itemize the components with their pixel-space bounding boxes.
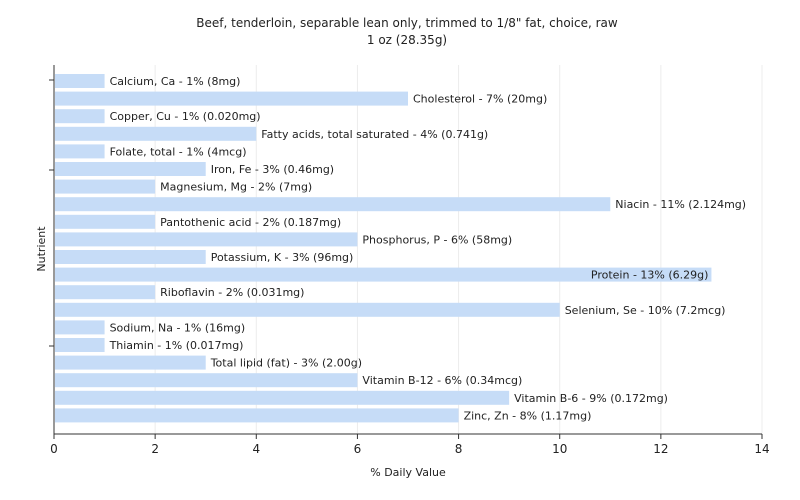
bar: [55, 408, 459, 423]
bar: [55, 162, 206, 176]
axes: [53, 65, 762, 435]
bar: [55, 302, 560, 317]
bar-label: Potassium, K - 3% (96mg): [211, 251, 354, 264]
x-tick-label: 8: [455, 442, 463, 456]
bar: [55, 126, 257, 141]
bar-label: Calcium, Ca - 1% (8mg): [110, 75, 241, 88]
bars: Calcium, Ca - 1% (8mg) Cholesterol - 7% (…: [55, 74, 746, 423]
bar-label: Iron, Fe - 3% (0.46mg): [211, 163, 334, 176]
bar: [55, 214, 156, 229]
bar-label: Folate, total - 1% (4mcg): [110, 145, 247, 158]
bar: [55, 267, 712, 282]
x-tick-label: 6: [354, 442, 362, 456]
chart-subtitle: 1 oz (28.35g): [367, 33, 447, 47]
bar: [55, 320, 105, 335]
y-axis-label: Nutrient: [35, 226, 48, 272]
bar: [55, 373, 358, 388]
bar-label: Riboflavin - 2% (0.031mg): [160, 286, 304, 299]
bar: [55, 91, 408, 106]
bar-label: Thiamin - 1% (0.017mg): [109, 339, 244, 352]
bar: [55, 390, 510, 405]
bar-label: Magnesium, Mg - 2% (7mg): [160, 181, 312, 194]
bar: [55, 355, 206, 370]
bar-label: Fatty acids, total saturated - 4% (0.741…: [261, 128, 488, 141]
bar-label: Total lipid (fat) - 3% (2.00g): [210, 357, 362, 370]
bar: [55, 109, 105, 124]
bar-label: Selenium, Se - 10% (7.2mcg): [565, 304, 726, 317]
bar-label: Sodium, Na - 1% (16mg): [110, 321, 246, 334]
x-tick-label: 10: [552, 442, 567, 456]
bar-label: Pantothenic acid - 2% (0.187mg): [160, 216, 341, 229]
bar: [55, 74, 105, 88]
bar-label: Vitamin B-12 - 6% (0.34mcg): [362, 374, 522, 387]
x-tick-label: 2: [151, 442, 159, 456]
bar-label: Cholesterol - 7% (20mg): [413, 93, 547, 106]
bar-label: Protein - 13% (6.29g): [591, 269, 709, 282]
x-tick-label: 0: [50, 442, 58, 456]
bar-label: Vitamin B-6 - 9% (0.172mg): [514, 392, 668, 405]
chart-title: Beef, tenderloin, separable lean only, t…: [196, 16, 618, 30]
bar-label: Phosphorus, P - 6% (58mg): [362, 233, 512, 246]
bar: [55, 179, 156, 194]
x-axis-label: % Daily Value: [370, 466, 446, 479]
bar: [55, 250, 206, 264]
bar-label: Copper, Cu - 1% (0.020mg): [110, 110, 261, 123]
bar-label: Niacin - 11% (2.124mg): [615, 198, 746, 211]
bar: [55, 285, 156, 300]
bar: [55, 338, 105, 352]
bar: [55, 232, 358, 247]
x-tick-label: 4: [252, 442, 260, 456]
x-ticks: 0 2 4 6 8 10 12 14: [49, 79, 770, 456]
x-tick-label: 12: [653, 442, 668, 456]
bar: [55, 144, 105, 159]
gridlines: [154, 65, 763, 434]
bar: [55, 197, 611, 212]
bar-label: Zinc, Zn - 8% (1.17mg): [464, 409, 592, 422]
x-tick-label: 14: [754, 442, 769, 456]
